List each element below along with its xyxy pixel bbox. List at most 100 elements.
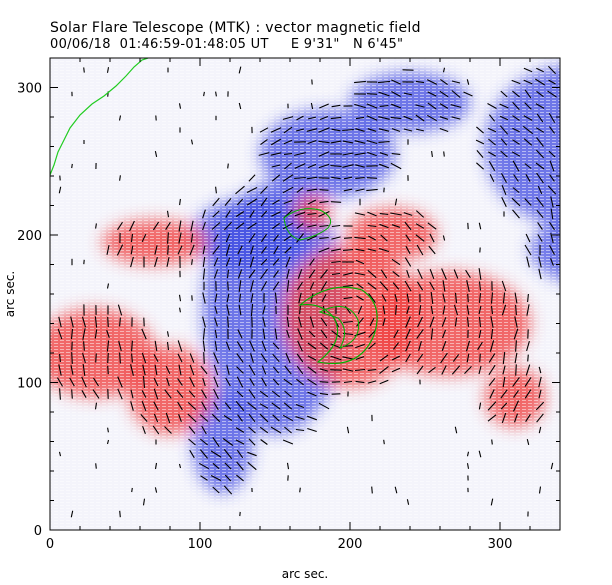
- field-vector: [319, 224, 329, 228]
- field-vector: [488, 377, 496, 387]
- field-vector: [83, 67, 85, 73]
- field-vector: [235, 211, 245, 217]
- field-vector: [307, 427, 317, 433]
- field-vector: [212, 245, 220, 255]
- field-vector: [406, 270, 410, 278]
- field-vector: [271, 164, 281, 168]
- field-vector: [476, 150, 484, 158]
- field-vector: [367, 269, 377, 279]
- field-vector: [478, 268, 482, 280]
- field-vector: [261, 340, 267, 352]
- field-vector: [379, 365, 389, 375]
- field-vector: [272, 366, 280, 374]
- field-vector: [380, 269, 388, 279]
- field-vector: [403, 128, 413, 132]
- field-vector: [179, 198, 181, 206]
- field-vector: [214, 329, 218, 339]
- field-vector: [319, 237, 329, 239]
- field-vector: [178, 232, 182, 244]
- field-vector: [272, 281, 280, 291]
- field-vector: [225, 341, 231, 351]
- field-vector: [273, 234, 279, 242]
- field-vector: [318, 127, 330, 133]
- field-vector: [83, 341, 85, 351]
- field-vector: [177, 245, 183, 255]
- field-vector: [94, 402, 98, 410]
- field-vector: [502, 365, 506, 375]
- field-vector: [283, 378, 293, 386]
- field-vector: [273, 270, 279, 278]
- field-vector: [366, 188, 378, 192]
- field-vector: [106, 439, 110, 445]
- field-vector: [526, 304, 530, 316]
- field-vector: [538, 426, 542, 434]
- field-vector: [59, 388, 61, 400]
- field-vector: [227, 316, 229, 328]
- field-vector: [272, 378, 280, 386]
- field-vector: [380, 234, 388, 242]
- field-vector: [189, 377, 195, 387]
- field-vector: [247, 222, 257, 230]
- field-vector: [394, 486, 398, 494]
- field-vector: [117, 221, 123, 231]
- field-vector: [237, 329, 243, 339]
- field-vector: [260, 246, 268, 254]
- field-vector: [371, 486, 373, 494]
- field-vector: [248, 413, 256, 423]
- field-vector: [527, 354, 529, 362]
- field-vector: [164, 389, 172, 399]
- field-vector: [369, 317, 375, 327]
- field-vector: [330, 201, 342, 203]
- field-vector: [441, 365, 447, 375]
- field-vector: [331, 224, 341, 228]
- field-vector: [367, 282, 377, 290]
- field-vector: [214, 317, 218, 327]
- field-vector: [331, 128, 341, 132]
- field-vector: [439, 103, 449, 109]
- field-vector: [224, 198, 232, 206]
- field-vector: [236, 198, 244, 206]
- field-vector: [550, 232, 554, 244]
- field-vector: [478, 316, 482, 328]
- field-vector: [296, 378, 304, 386]
- field-vector: [212, 486, 220, 494]
- contour-small: [283, 208, 332, 241]
- field-vector: [246, 198, 258, 206]
- field-vector: [355, 116, 365, 120]
- field-vector: [236, 353, 244, 363]
- field-vector: [176, 389, 184, 399]
- field-vector: [391, 91, 401, 97]
- field-vector: [284, 426, 292, 434]
- field-vector: [190, 139, 194, 145]
- y-tick-label: 100: [17, 377, 42, 392]
- field-vector: [188, 426, 196, 434]
- field-vector: [202, 209, 206, 219]
- field-vector: [525, 174, 531, 182]
- field-vector: [442, 280, 446, 292]
- field-vector: [214, 293, 218, 303]
- field-vector: [500, 90, 508, 98]
- field-vector: [355, 343, 365, 349]
- field-vector: [377, 80, 391, 84]
- field-vector: [249, 378, 255, 386]
- field-vector: [465, 340, 471, 352]
- field-vector: [523, 115, 533, 121]
- field-vector: [167, 245, 169, 255]
- field-vector: [154, 245, 158, 255]
- field-vector: [368, 293, 376, 303]
- field-vector: [274, 292, 278, 304]
- field-vector: [330, 165, 342, 167]
- field-vector: [235, 185, 245, 195]
- field-vector: [355, 188, 365, 192]
- field-vector: [391, 128, 401, 132]
- field-vector: [378, 128, 390, 132]
- field-vector: [296, 187, 304, 193]
- field-vector: [415, 234, 425, 242]
- field-vector: [250, 245, 254, 255]
- field-vector: [309, 316, 315, 328]
- field-vector: [199, 449, 209, 459]
- field-vector: [141, 328, 147, 340]
- field-vector: [500, 402, 508, 410]
- field-vector: [342, 368, 354, 372]
- field-vector: [415, 223, 425, 229]
